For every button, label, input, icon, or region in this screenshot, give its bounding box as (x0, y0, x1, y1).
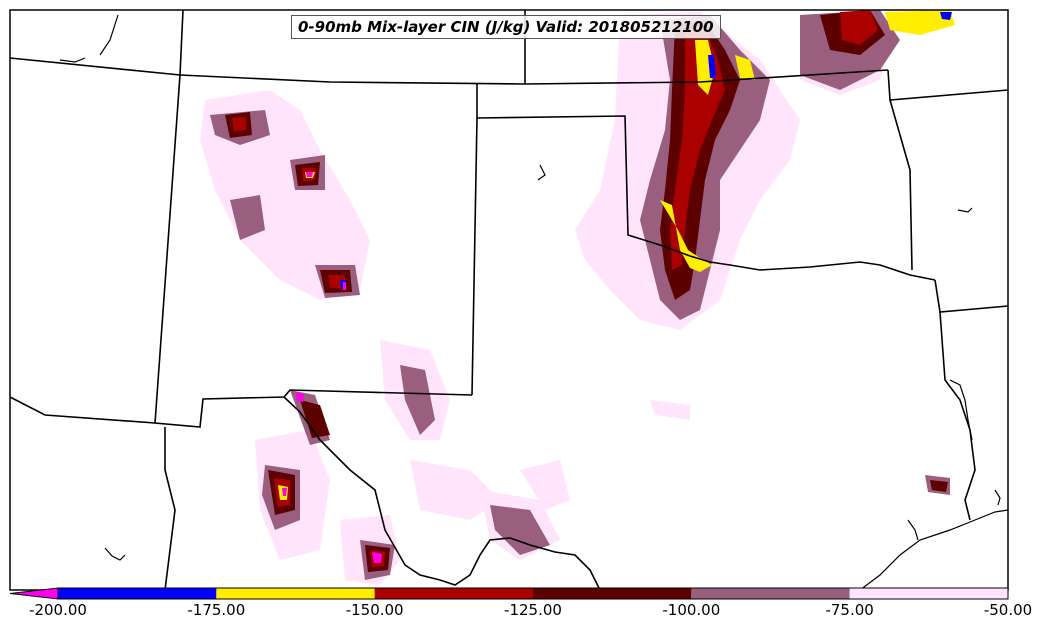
colorbar-tick-label: -200.00 (29, 601, 87, 619)
border-mexico-west (164, 427, 176, 591)
reservoir (537, 164, 546, 181)
colorbar-bin-4 (691, 588, 850, 599)
cin-field-extreme (340, 12, 952, 288)
colorbar-tick-label: -175.00 (187, 601, 246, 619)
bay-east (907, 519, 919, 541)
border-oklahoma-texas (476, 84, 936, 281)
colorbar-tick-label: -125.00 (504, 601, 562, 619)
colorbar-bin-5 (849, 588, 1008, 599)
coast-north (99, 14, 119, 56)
border-louisiana-north (934, 279, 1009, 313)
cin-field-below-min (282, 172, 382, 563)
colorbar-tick-label: -150.00 (345, 601, 404, 619)
cin-field (200, 10, 955, 585)
colorbar-tick-label: -50.00 (983, 601, 1033, 619)
lake-north (59, 57, 86, 63)
state-borders (9, 9, 1009, 591)
border-nm-texas (471, 117, 478, 396)
border-kansas-south (9, 57, 889, 85)
lake-southwest (104, 547, 126, 561)
colorbar-bin-1 (216, 588, 375, 599)
coast-east (994, 489, 1001, 506)
colorbar-tick-label: -75.00 (825, 601, 874, 619)
colorbar (9, 587, 1009, 600)
border-rio-grande (283, 396, 601, 591)
map-title: 0-90mb Mix-layer CIN (J/kg) Valid: 20180… (291, 15, 721, 39)
border-missouri (887, 69, 1009, 101)
border-california-arizona (9, 396, 156, 424)
coastline (59, 14, 1009, 591)
colorbar-frame (57, 587, 1009, 600)
border-arkansas-west (889, 99, 913, 271)
colorbar-bin-3 (533, 588, 692, 599)
colorbar-bin-2 (374, 588, 533, 599)
coast-detail (949, 379, 973, 441)
border-arizona-nm (154, 9, 473, 428)
colorbar-tick-label: -100.00 (662, 601, 721, 619)
cin-field-weak (200, 12, 890, 585)
lake-east (957, 207, 973, 213)
colorbar-bin-0 (58, 588, 217, 599)
gulf-coast (859, 509, 1009, 591)
